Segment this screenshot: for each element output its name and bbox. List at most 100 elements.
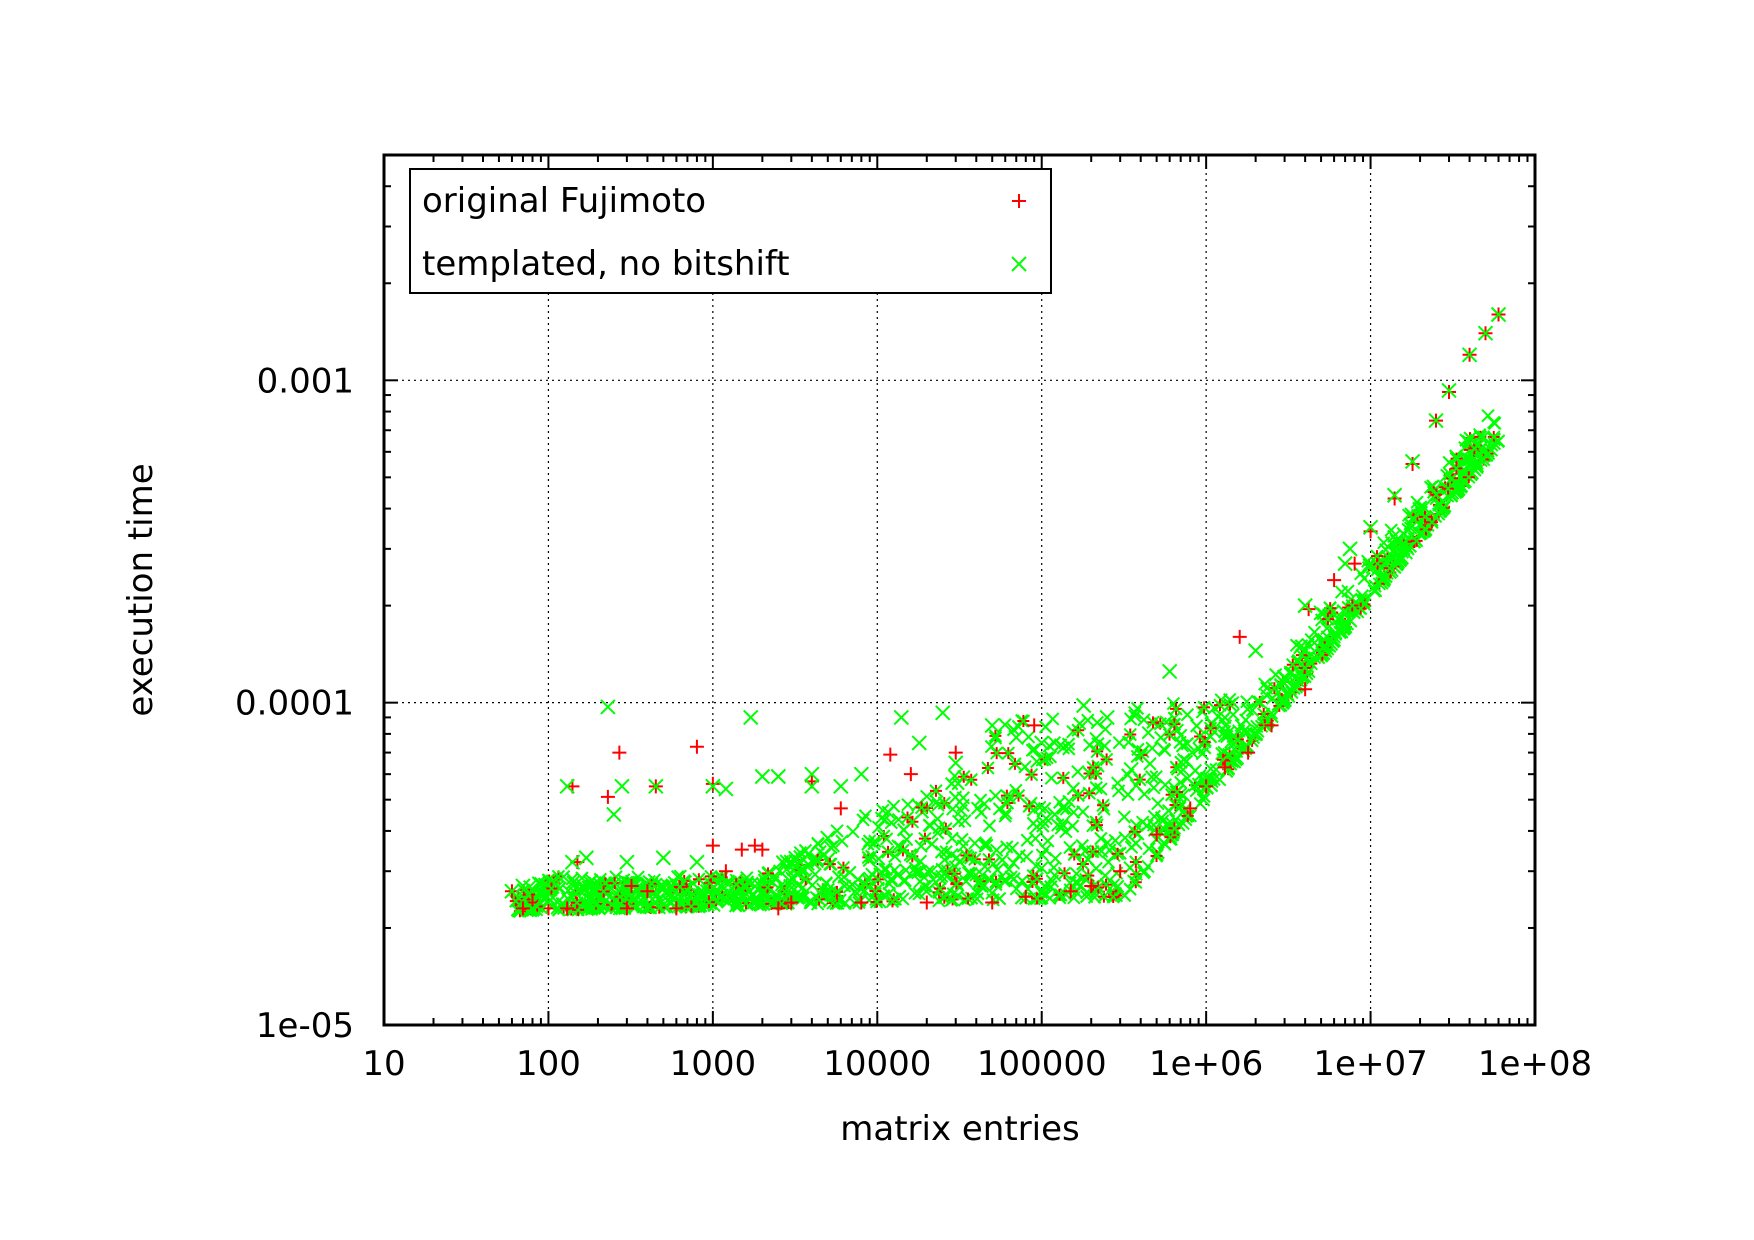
- cloud-point: [1140, 818, 1154, 833]
- cloud-point: [1145, 770, 1159, 784]
- cloud-point: [1097, 739, 1112, 753]
- x-tick-label: 10: [362, 1044, 405, 1084]
- data-point-templated: [1297, 597, 1313, 614]
- cloud-point: [886, 799, 901, 813]
- cloud-point: [1096, 798, 1110, 813]
- data-point-original-fujimoto: [985, 895, 1000, 910]
- data-point-original-fujimoto: [600, 789, 615, 804]
- cloud-point: [1074, 879, 1088, 893]
- cloud-point: [1099, 752, 1114, 767]
- cloud-point: [1167, 717, 1182, 731]
- cloud-point: [868, 884, 883, 898]
- cloud-point: [1121, 787, 1135, 802]
- cloud-point: [673, 880, 687, 894]
- cloud-point: [728, 899, 743, 913]
- cloud-point: [1189, 719, 1204, 733]
- cloud-point: [913, 854, 928, 869]
- cloud-point: [1150, 848, 1164, 862]
- cloud-point: [544, 881, 559, 896]
- cloud-point: [1172, 818, 1186, 832]
- cloud-point: [596, 884, 611, 899]
- cloud-point: [619, 891, 633, 905]
- data-point-templated: [1313, 605, 1329, 621]
- cloud-point: [939, 845, 953, 859]
- data-point-original-fujimoto: [833, 801, 848, 816]
- data-point-templated: [1161, 663, 1178, 680]
- cloud-point: [985, 886, 999, 900]
- data-point-templated: [1227, 735, 1243, 751]
- cloud-point: [1370, 549, 1384, 563]
- cloud-point: [995, 853, 1010, 867]
- cloud-point: [1090, 818, 1104, 832]
- cloud-point: [639, 900, 654, 915]
- cloud-point: [1367, 584, 1381, 598]
- data-point-templated: [893, 709, 910, 726]
- data-point-templated: [606, 806, 622, 823]
- data-point-original-fujimoto: [1347, 556, 1362, 571]
- cloud-point: [1066, 781, 1081, 796]
- cloud-point: [772, 864, 787, 878]
- cloud-point: [914, 839, 928, 853]
- cloud-point: [1155, 814, 1170, 828]
- cloud-point: [1145, 741, 1159, 755]
- x-tick-label: 100: [516, 1044, 581, 1084]
- cloud-point: [1006, 722, 1021, 737]
- cloud-point: [1038, 843, 1053, 857]
- cloud-point: [968, 836, 982, 850]
- data-point-templated: [1034, 735, 1050, 751]
- cloud-point: [992, 802, 1007, 816]
- cloud-point: [1169, 702, 1183, 716]
- cloud-point: [811, 836, 825, 851]
- x-axis-label: matrix entries: [840, 1109, 1080, 1149]
- cloud-point: [1162, 727, 1177, 742]
- cloud-point: [1222, 692, 1237, 707]
- cloud-point: [808, 867, 822, 882]
- data-point-templated: [911, 735, 927, 751]
- cloud-point: [998, 809, 1012, 823]
- cloud-point: [957, 769, 971, 784]
- cloud-point: [809, 890, 824, 905]
- cloud-point: [931, 798, 945, 812]
- cloud-point: [1240, 694, 1254, 709]
- data-point-templated: [1477, 325, 1494, 341]
- cloud-point: [1234, 718, 1248, 733]
- data-point-original-fujimoto: [784, 895, 799, 910]
- cloud-point: [1277, 693, 1291, 707]
- cloud-point: [732, 898, 746, 912]
- data-point-original-fujimoto: [669, 901, 684, 916]
- data-point-original-fujimoto: [1387, 491, 1402, 506]
- cloud-point: [917, 879, 932, 893]
- cloud-point: [694, 888, 709, 902]
- cloud-point: [1029, 859, 1043, 873]
- cloud-point: [1354, 592, 1369, 607]
- data-point-templated: [820, 830, 836, 846]
- legend-marker-cross: [1011, 256, 1027, 272]
- cloud-point: [1008, 757, 1022, 771]
- cloud-point: [1211, 709, 1225, 724]
- cloud-point: [982, 819, 997, 833]
- cloud-point: [785, 871, 799, 886]
- legend-marker-plus-icon: [1012, 194, 1026, 208]
- cloud-point: [1212, 772, 1227, 787]
- data-point-original-fujimoto: [1113, 864, 1128, 879]
- x-tick-label: 100000: [977, 1044, 1107, 1084]
- cloud-point: [1374, 572, 1389, 586]
- cloud-point: [912, 887, 926, 901]
- cloud-point: [670, 870, 685, 884]
- cloud-point: [1065, 819, 1080, 833]
- cloud-point: [1101, 855, 1116, 869]
- cloud-point: [1301, 637, 1315, 652]
- data-point-templated: [1123, 761, 1139, 778]
- cloud-point: [1245, 703, 1260, 718]
- cloud-point: [1264, 706, 1279, 720]
- cloud-point: [891, 839, 905, 853]
- cloud-point: [735, 883, 750, 898]
- cloud-point: [1002, 862, 1016, 877]
- cloud-point: [1260, 688, 1274, 703]
- cloud-point: [1476, 430, 1491, 444]
- cloud-point: [882, 877, 897, 891]
- cloud-point: [946, 887, 960, 901]
- cloud-point: [1071, 764, 1085, 779]
- cloud-point: [1091, 880, 1105, 895]
- cloud-point: [975, 868, 990, 882]
